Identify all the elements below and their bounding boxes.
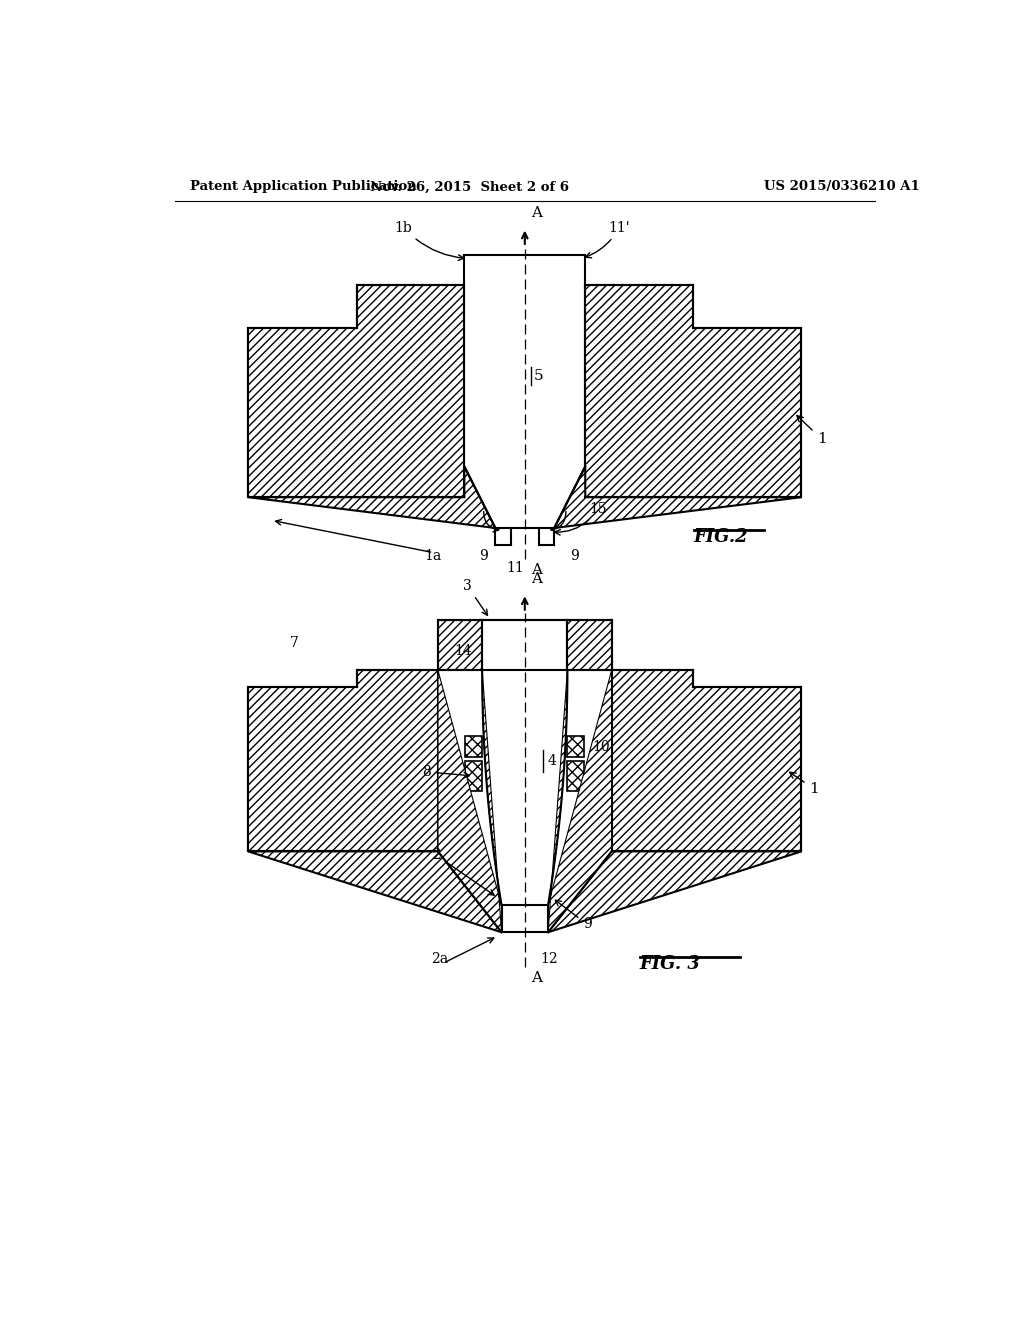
Polygon shape — [248, 285, 464, 498]
Polygon shape — [548, 671, 611, 932]
Text: 11': 11' — [586, 220, 630, 257]
Text: 1a: 1a — [425, 549, 442, 564]
Text: 2: 2 — [432, 849, 495, 895]
Polygon shape — [438, 671, 502, 932]
Text: 14: 14 — [454, 644, 472, 659]
Text: 3: 3 — [463, 578, 487, 615]
Polygon shape — [586, 285, 802, 498]
Text: 9: 9 — [569, 549, 579, 564]
Polygon shape — [248, 671, 438, 851]
Text: 4: 4 — [548, 754, 557, 768]
Text: 1: 1 — [790, 772, 819, 796]
Text: FIG.2: FIG.2 — [693, 528, 749, 546]
Polygon shape — [248, 466, 496, 528]
Text: Patent Application Publication: Patent Application Publication — [190, 181, 417, 194]
Polygon shape — [248, 851, 502, 932]
Text: US 2015/0336210 A1: US 2015/0336210 A1 — [764, 181, 920, 194]
Text: 11: 11 — [507, 561, 524, 576]
Text: 8: 8 — [423, 766, 469, 779]
Bar — [567, 737, 585, 758]
Text: A: A — [531, 970, 542, 985]
Bar — [465, 762, 482, 791]
Polygon shape — [554, 466, 802, 528]
Polygon shape — [611, 671, 802, 851]
Text: 2a: 2a — [431, 952, 449, 966]
Bar — [567, 762, 585, 791]
Text: A: A — [531, 572, 542, 586]
Text: FIG. 3: FIG. 3 — [640, 956, 700, 973]
Polygon shape — [438, 620, 482, 671]
Text: 9: 9 — [479, 549, 488, 564]
Text: 10: 10 — [592, 739, 610, 754]
Text: 9: 9 — [555, 900, 592, 932]
Text: 7: 7 — [290, 636, 299, 651]
Text: A: A — [531, 206, 542, 220]
Polygon shape — [548, 851, 802, 932]
Text: 15: 15 — [555, 502, 607, 535]
Text: 12: 12 — [541, 952, 558, 966]
Bar — [465, 737, 482, 758]
Text: 5: 5 — [535, 368, 544, 383]
Text: 1: 1 — [797, 416, 826, 446]
Text: A: A — [531, 562, 542, 577]
Text: Nov. 26, 2015  Sheet 2 of 6: Nov. 26, 2015 Sheet 2 of 6 — [370, 181, 568, 194]
Polygon shape — [567, 620, 611, 671]
Text: 1b: 1b — [394, 220, 464, 260]
